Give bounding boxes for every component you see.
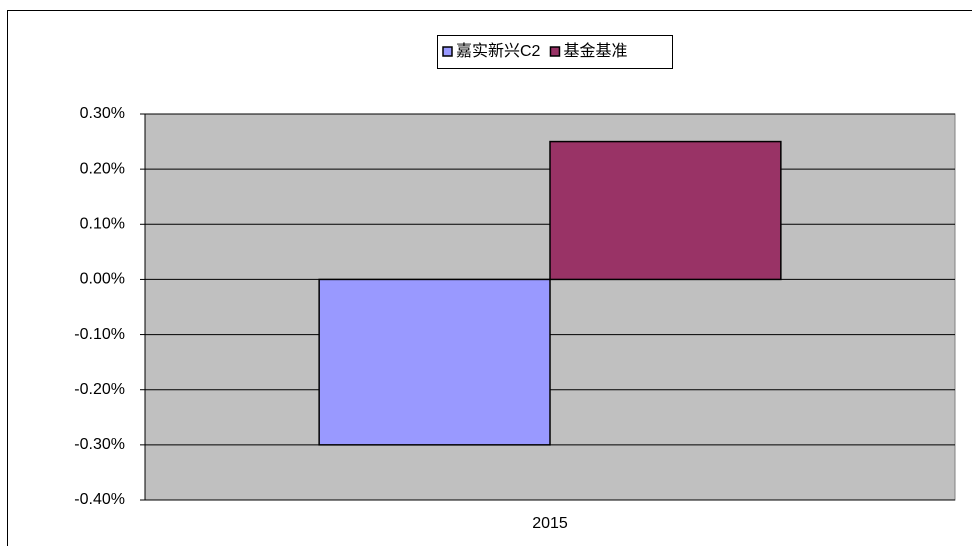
y-tick-label: -0.30% <box>74 436 125 453</box>
x-tick-label: 2015 <box>532 515 568 532</box>
y-tick-label: 0.30% <box>80 105 125 122</box>
legend-label: 嘉实新兴C2 <box>456 42 541 60</box>
bar <box>318 278 551 446</box>
y-tick-label: -0.10% <box>74 326 125 343</box>
y-tick-label: -0.40% <box>74 491 125 508</box>
y-tick-label: 0.20% <box>80 160 125 177</box>
legend-label: 基金基准 <box>563 42 627 60</box>
legend-swatch <box>442 46 453 57</box>
y-tick-label: 0.00% <box>80 271 125 288</box>
y-tick-label: 0.10% <box>80 216 125 233</box>
bar <box>549 140 782 281</box>
y-tick-label: -0.20% <box>74 381 125 398</box>
legend-swatch <box>549 46 561 57</box>
